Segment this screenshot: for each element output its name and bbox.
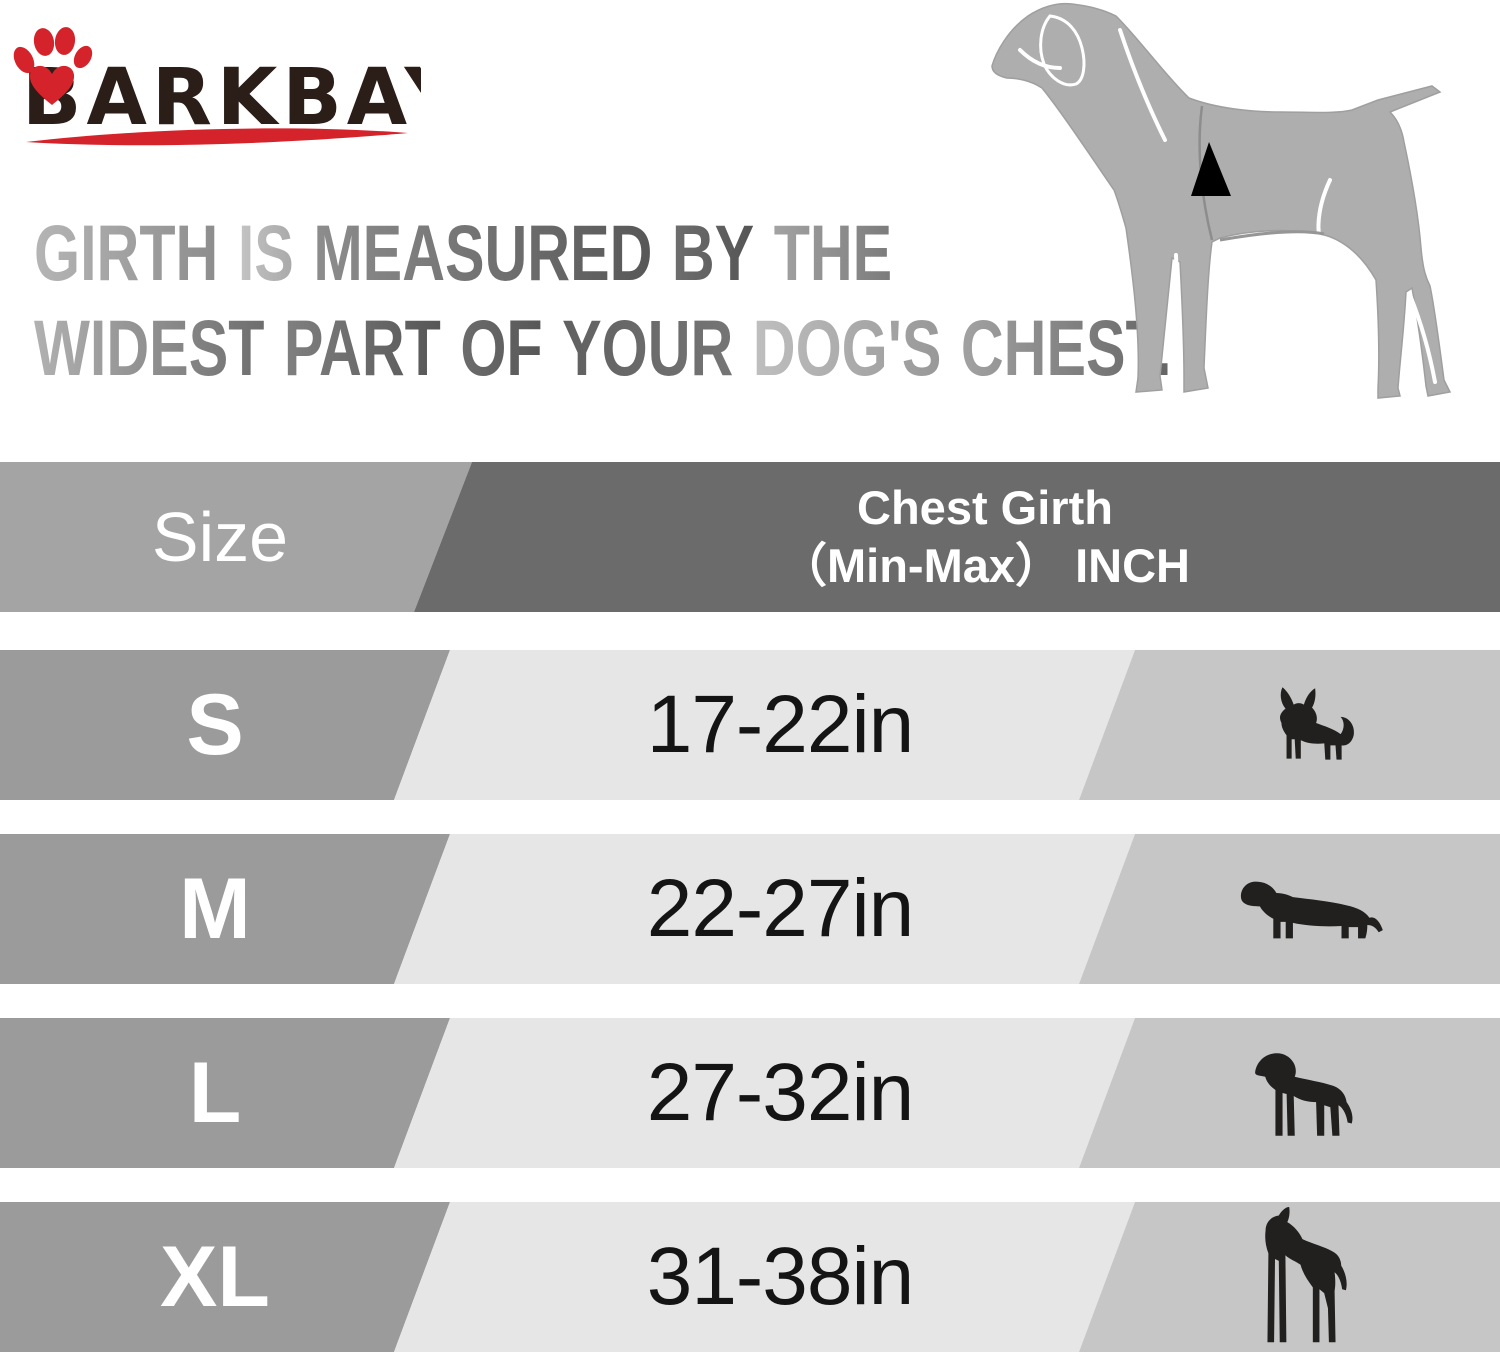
- size-label: S: [186, 676, 244, 773]
- table-row: XL 31-38in: [0, 1202, 1500, 1352]
- brand-wordmark: BARKBAY: [22, 53, 421, 143]
- size-label: XL: [160, 1228, 270, 1325]
- heading-word: GIRTH: [34, 208, 219, 297]
- heading-word: BY: [671, 208, 755, 297]
- heading-word: PART: [283, 303, 441, 392]
- size-label: L: [188, 1044, 242, 1141]
- girth-value: 22-27in: [646, 863, 915, 954]
- heading-word: IS: [237, 208, 294, 297]
- size-label: M: [179, 860, 251, 957]
- dog-body: [991, 2, 1452, 399]
- great-dane-icon: [1265, 1207, 1347, 1343]
- girth-value: 27-32in: [646, 1047, 915, 1138]
- table-header-row: Size Chest Girth （Min-Max） INCH: [0, 462, 1500, 612]
- dachshund-icon: [1240, 881, 1383, 938]
- table-row: L 27-32in: [0, 1018, 1500, 1168]
- logo-underline-swoosh: [26, 128, 408, 146]
- heading-word: OF: [460, 303, 543, 392]
- table-row: S 17-22in: [0, 650, 1500, 800]
- belly-shade-line: [1219, 230, 1325, 242]
- heading-word: DOG'S: [752, 303, 942, 392]
- chest-arrow: [1191, 142, 1231, 196]
- girth-value: 17-22in: [646, 679, 915, 770]
- header-girth-cell: [414, 462, 1500, 612]
- heading-word: YOUR: [562, 303, 734, 392]
- size-column-header: Size: [151, 498, 289, 576]
- girth-heading-line2: WIDEST PART OF YOUR DOG'S CHEST.: [34, 308, 1191, 387]
- girth-heading-line1: GIRTH IS MEASURED BY THE: [34, 213, 912, 292]
- barkbay-logo: BARKBAY: [13, 27, 421, 146]
- heading-word: MEASURED: [313, 208, 653, 297]
- girth-value: 31-38in: [646, 1231, 915, 1322]
- paw-print-icon: [13, 27, 93, 105]
- dog-highlight-lines: [1018, 28, 1437, 384]
- header-size-cell: [0, 462, 472, 612]
- measuring-dog-silhouette: [991, 2, 1452, 399]
- table-row: M 22-27in: [0, 834, 1500, 984]
- heading-word: THE: [773, 208, 893, 297]
- chihuahua-icon: [1280, 687, 1354, 760]
- labrador-icon: [1255, 1053, 1353, 1136]
- girth-column-header: Chest Girth （Min-Max） INCH: [780, 481, 1190, 592]
- heading-word: WIDEST: [34, 303, 265, 392]
